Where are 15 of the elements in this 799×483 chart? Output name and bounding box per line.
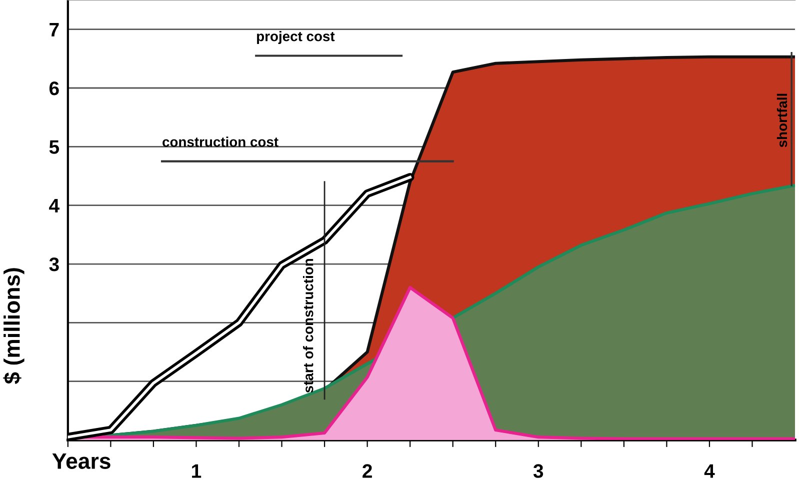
- annotation: project cost: [257, 31, 335, 44]
- y-tick-label: 4: [49, 199, 60, 212]
- x-tick-label: 3: [533, 464, 544, 478]
- x-tick-label: 4: [704, 464, 715, 478]
- y-axis-title: $ (millions): [3, 268, 24, 384]
- y-tick-label: 3: [49, 257, 59, 272]
- y-tick-label: 5: [49, 140, 60, 154]
- x-tick-label: 2: [362, 464, 372, 478]
- ref-line-label: start of construction: [303, 258, 314, 393]
- annotation: construction cost: [162, 136, 278, 147]
- y-tick-label: 7: [50, 23, 59, 36]
- x-tick-label: 1: [192, 464, 202, 478]
- x-axis-title: Years: [52, 453, 110, 469]
- y-tick-label: 6: [49, 81, 59, 96]
- annotation: shortfall: [776, 94, 788, 148]
